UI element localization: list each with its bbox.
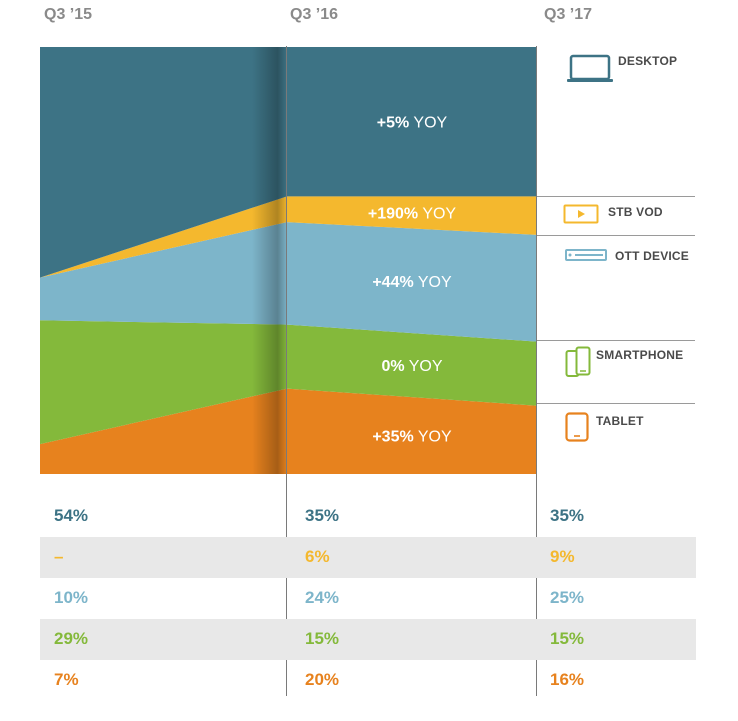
legend-label-desktop: DESKTOP (618, 54, 678, 68)
yoy-label-ott-device: +44% YOY (372, 274, 452, 291)
period-label-q3-16: Q3 ’16 (290, 6, 339, 23)
table-cell: – (54, 547, 64, 566)
area-desktop (40, 47, 537, 278)
divider-q3-16 (286, 46, 287, 696)
table-row-desktop: 54% 35% 35% (40, 496, 696, 537)
area-tablet (40, 388, 537, 474)
table-row-tablet: 7% 20% 16% (40, 660, 696, 701)
legend-label-smartphone: SMARTPHONE (596, 348, 684, 362)
table-cell: 20% (305, 670, 340, 689)
table-cell: 16% (550, 670, 585, 689)
area-smartphone (40, 320, 537, 445)
legend-label-tablet: TABLET (596, 414, 644, 428)
ott-device-icon (565, 249, 607, 261)
tablet-icon (565, 412, 589, 442)
table-cell: 29% (54, 629, 89, 648)
table-cell: 15% (550, 629, 585, 648)
table-cell: 35% (305, 506, 340, 525)
yoy-label-desktop: +5% YOY (377, 115, 448, 132)
fold-shadow (252, 47, 286, 474)
table-cell: 7% (54, 670, 79, 689)
period-label-q3-15: Q3 ’15 (44, 6, 93, 23)
smartphone-icon (565, 346, 591, 377)
area-stb-vod (40, 196, 537, 278)
legend-divider (537, 196, 695, 197)
table-cell: 15% (305, 629, 340, 648)
table-cell: 54% (54, 506, 89, 525)
legend-divider (537, 235, 695, 236)
laptop-icon (567, 54, 613, 82)
table-cell: 6% (305, 547, 330, 566)
legend-label-ott-device: OTT DEVICE (615, 249, 690, 263)
yoy-label-smartphone: 0% YOY (381, 358, 442, 375)
legend-divider (537, 403, 695, 404)
table-cell: 9% (550, 547, 575, 566)
yoy-label-stb-vod: +190% YOY (368, 206, 457, 223)
table-row-smartphone: 29% 15% 15% (40, 619, 696, 660)
period-label-q3-17: Q3 ’17 (544, 6, 593, 23)
table-row-ott-device: 10% 24% 25% (40, 578, 696, 619)
set-top-box-icon (563, 204, 599, 224)
area-ott-device (40, 222, 537, 342)
yoy-label-tablet: +35% YOY (372, 429, 452, 446)
legend-label-stb-vod: STB VOD (608, 205, 663, 219)
table-cell: 25% (550, 588, 585, 607)
table-cell: 35% (550, 506, 585, 525)
table-cell: 10% (54, 588, 89, 607)
stacked-area-chart: +35% YOY 0% YOY +44% YOY +190% YOY +5% YOY (40, 47, 537, 474)
legend-divider (537, 340, 695, 341)
table-cell: 24% (305, 588, 340, 607)
table-row-stb-vod: – 6% 9% (40, 537, 696, 578)
divider-q3-17 (536, 46, 537, 696)
